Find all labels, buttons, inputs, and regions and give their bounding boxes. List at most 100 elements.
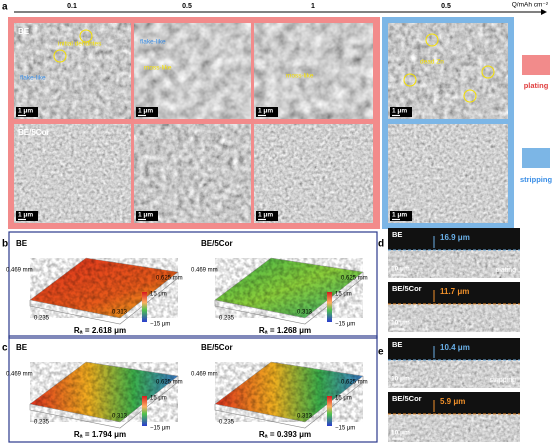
scale-bar-bg [390,211,412,221]
content: a 0.1 0.5 1 0.5 Q/mAh cm⁻² 1 μm 1 μm 1 μm 1 μm 1 μ… [2,2,552,443]
scale-bar-label: 1 μm [258,212,273,219]
thickness-value: 11.7 μm [440,287,469,296]
map-axis-label: 0.235 [34,420,50,426]
process-label: stripping [490,377,517,384]
colorbar-label: −15 μm [150,322,170,328]
map-axis-label: 0.235 [34,316,50,322]
annotation: dead Zn [420,59,444,66]
colorbar-label: −15 μm [150,426,170,432]
axis-title: Q/mAh cm⁻² [512,2,549,9]
map-axis [214,272,364,325]
thickness-value: 5.9 μm [440,397,465,406]
map-axis-label: 0.313 [112,414,128,420]
sem-image [254,23,373,119]
scale-bar-label: 1 μm [18,108,33,115]
sample-label: BE [392,230,402,239]
colorbar [142,396,147,426]
annotation: initial dendrites [58,41,102,48]
colorbar-label: 15 μm [335,396,352,402]
sem-image [134,23,251,119]
marker-circle [79,29,93,43]
row-label: BE [18,27,30,36]
map-axis [29,376,179,429]
roughness-value: Rₐ = 1.794 μm [74,430,126,439]
cross-section-bottom [388,360,520,388]
scale-bar-bg [256,211,278,221]
sample-label: BE/5Cor [392,394,422,403]
colorbar [327,292,332,322]
cross-section-top [388,282,520,304]
map-title: BE [16,343,28,352]
panel-frame [8,335,378,443]
legend-label: plating [524,81,549,90]
surface-texture [30,258,178,318]
scale-bar-label: 1 μm [18,212,33,219]
marker-circle [463,89,477,103]
colorbar-label: 15 μm [335,292,352,298]
row-label: BE/5Cor [18,128,50,137]
map-axis-label: 0.313 [297,414,313,420]
scale-bar-label: 1 μm [258,108,273,115]
map-axis-label: 0.313 [297,310,313,316]
cross-section-top [388,392,520,414]
annotation: moss-like [144,65,172,72]
map-title: BE/5Cor [201,239,233,248]
panel-label: d [378,239,384,250]
map-title: BE [16,239,28,248]
scale-bar-bg [136,107,158,117]
sample-label: BE [392,340,402,349]
scale-bar-bg [16,211,38,221]
axis-tick: 0.5 [441,3,451,10]
map-axis-label: 0.235 [219,316,235,322]
colorbar-label: 15 μm [150,292,167,298]
colorbar-label: −15 μm [335,322,355,328]
map-axis-label: 0.469 mm [6,268,33,274]
marker-circle [425,33,439,47]
scale-bar-bg [256,107,278,117]
map-axis-label: 0.469 mm [6,372,33,378]
cross-section-bottom [388,250,520,278]
surface-texture [215,258,363,318]
sem-image [388,23,508,119]
sem-image [254,124,373,223]
scale-bar-bg [136,211,158,221]
axis-tick: 1 [311,3,315,10]
surface-texture [30,362,178,422]
panel-label: e [378,347,384,358]
map-axis-label: 0.313 [112,310,128,316]
panel-label: b [2,239,8,250]
scale-bar-label: 10 μm [391,320,410,327]
map-axis-label: 0.625 mm [156,276,183,282]
annotation: flake-like [140,39,166,46]
surface-texture [215,362,363,422]
scale-bar-label: 1 μm [392,212,407,219]
roughness-value: Rₐ = 0.393 μm [259,430,311,439]
scale-bar-label: 10 μm [391,376,410,383]
legend-label: stripping [520,175,552,184]
marker-circle [53,49,67,63]
axis-tick: 0.1 [67,3,77,10]
colorbar [327,396,332,426]
roughness-value: Rₐ = 2.618 μm [74,326,126,335]
sem-image [388,124,508,223]
panel-frame [8,231,378,339]
map-title: BE/5Cor [201,343,233,352]
scale-bar-label: 10 μm [391,266,410,273]
sem-image [14,23,131,119]
scale-bar-bg [390,107,412,117]
annotation: flake-like [20,75,46,82]
scale-bar-label: 10 μm [391,430,410,437]
sem-image [14,124,131,223]
scale-bar-label: 1 μm [138,212,153,219]
axis-tick: 0.5 [182,3,192,10]
map-axis-label: 0.469 mm [191,372,218,378]
map-axis [214,376,364,429]
colorbar [142,292,147,322]
legend-swatch [522,148,550,168]
sample-label: BE/5Cor [392,284,422,293]
scale-bar-label: 1 μm [138,108,153,115]
map-axis-label: 0.235 [219,420,235,426]
marker-circle [403,73,417,87]
map-axis-label: 0.625 mm [341,276,368,282]
